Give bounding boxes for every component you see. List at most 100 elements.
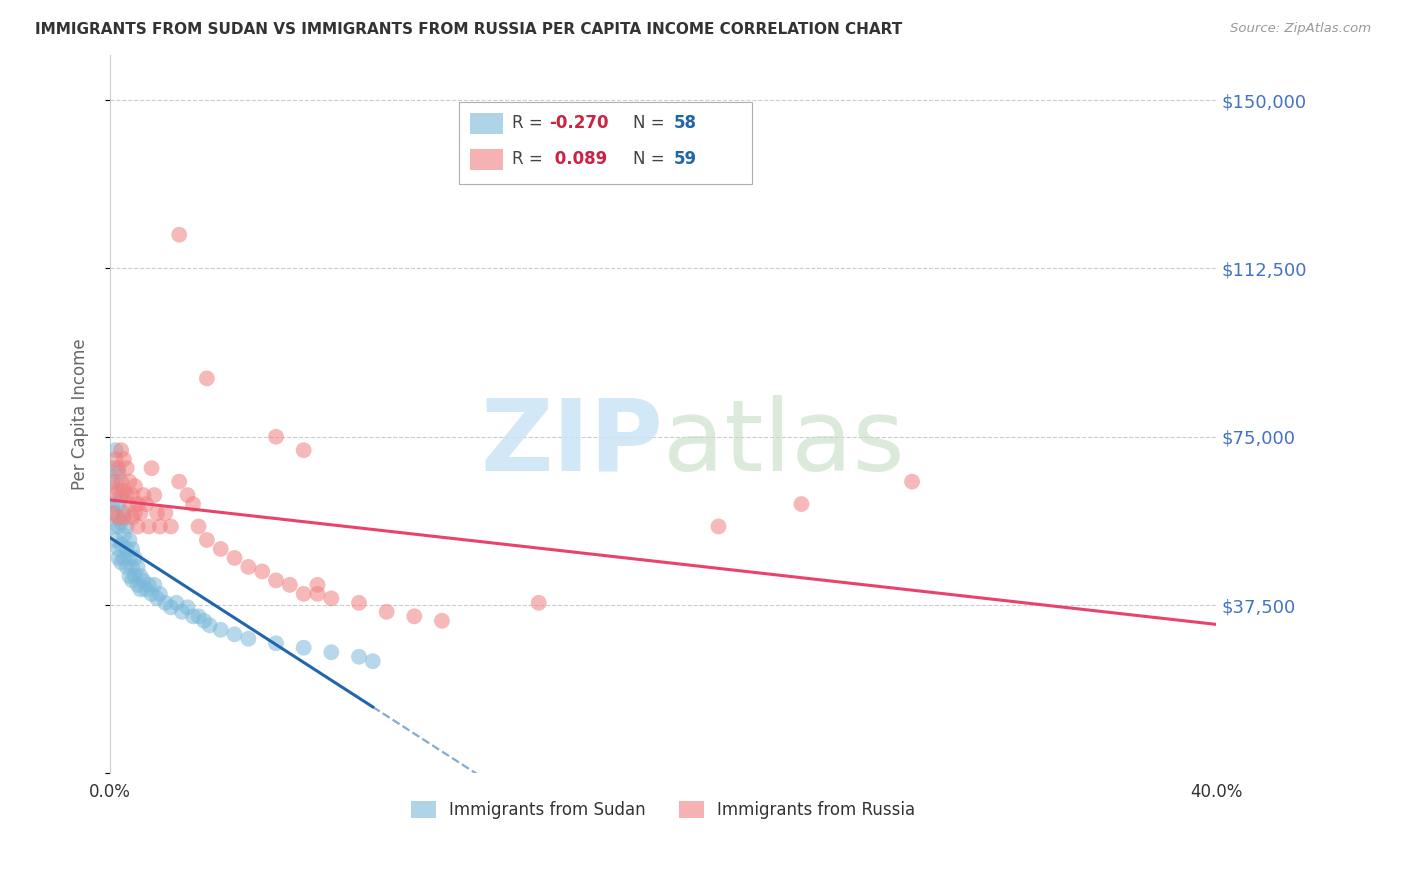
Point	[404, 609, 426, 624]
Point	[146, 591, 169, 606]
Point	[101, 497, 124, 511]
Point	[155, 506, 177, 520]
Point	[107, 466, 129, 480]
Point	[195, 533, 218, 547]
Point	[121, 488, 143, 502]
Point	[146, 506, 169, 520]
Point	[124, 569, 146, 583]
Text: R =: R =	[512, 114, 543, 132]
Text: 59: 59	[675, 150, 697, 169]
Point	[141, 461, 163, 475]
Point	[198, 618, 221, 632]
Point	[264, 430, 287, 444]
Point	[224, 627, 246, 641]
Point	[112, 528, 135, 542]
Point	[107, 461, 129, 475]
Text: IMMIGRANTS FROM SUDAN VS IMMIGRANTS FROM RUSSIA PER CAPITA INCOME CORRELATION CH: IMMIGRANTS FROM SUDAN VS IMMIGRANTS FROM…	[35, 22, 903, 37]
Point	[110, 443, 132, 458]
Point	[115, 519, 138, 533]
Point	[107, 519, 129, 533]
Point	[430, 614, 453, 628]
Point	[101, 461, 124, 475]
Point	[238, 632, 260, 646]
Point	[165, 596, 187, 610]
Point	[264, 574, 287, 588]
Point	[187, 519, 209, 533]
Point	[129, 506, 152, 520]
Point	[707, 519, 730, 533]
Point	[110, 515, 132, 529]
Point	[155, 596, 177, 610]
Text: ZIP: ZIP	[481, 394, 664, 491]
Point	[118, 569, 141, 583]
Point	[138, 578, 160, 592]
Point	[135, 497, 157, 511]
Point	[132, 488, 155, 502]
Text: -0.270: -0.270	[550, 114, 609, 132]
Point	[118, 497, 141, 511]
Point	[292, 443, 315, 458]
Point	[149, 587, 172, 601]
Point	[195, 371, 218, 385]
Point	[121, 510, 143, 524]
Point	[129, 582, 152, 597]
Point	[238, 560, 260, 574]
Text: atlas: atlas	[664, 394, 905, 491]
Text: R =: R =	[512, 150, 543, 169]
Text: N =: N =	[633, 150, 665, 169]
Point	[193, 614, 215, 628]
Point	[104, 506, 127, 520]
Point	[121, 574, 143, 588]
Point	[132, 574, 155, 588]
Point	[127, 578, 149, 592]
Point	[127, 497, 149, 511]
Point	[224, 550, 246, 565]
Point	[250, 565, 273, 579]
Point	[347, 596, 370, 610]
Point	[176, 600, 198, 615]
Point	[110, 488, 132, 502]
Point	[101, 506, 124, 520]
Point	[118, 533, 141, 547]
Point	[176, 488, 198, 502]
Point	[209, 541, 232, 556]
Point	[104, 443, 127, 458]
Point	[361, 654, 384, 668]
Point	[307, 578, 329, 592]
Point	[110, 475, 132, 489]
Point	[160, 600, 183, 615]
Point	[129, 569, 152, 583]
Point	[375, 605, 398, 619]
Point	[278, 578, 301, 592]
Point	[143, 488, 166, 502]
Point	[118, 475, 141, 489]
Point	[292, 640, 315, 655]
Point	[187, 609, 209, 624]
Point	[121, 541, 143, 556]
Point	[110, 556, 132, 570]
Point	[181, 609, 204, 624]
Point	[149, 519, 172, 533]
Point	[141, 587, 163, 601]
Text: 0.089: 0.089	[550, 150, 607, 169]
Point	[107, 497, 129, 511]
Point	[112, 506, 135, 520]
Point	[181, 497, 204, 511]
Point	[209, 623, 232, 637]
Point	[143, 578, 166, 592]
Point	[170, 605, 193, 619]
Text: 58: 58	[675, 114, 697, 132]
Point	[138, 519, 160, 533]
Point	[107, 550, 129, 565]
Point	[112, 452, 135, 467]
Point	[104, 488, 127, 502]
Text: Source: ZipAtlas.com: Source: ZipAtlas.com	[1230, 22, 1371, 36]
Point	[101, 519, 124, 533]
Point	[115, 461, 138, 475]
Point	[264, 636, 287, 650]
FancyBboxPatch shape	[470, 148, 503, 170]
Point	[790, 497, 813, 511]
Point	[110, 537, 132, 551]
Y-axis label: Per Capita Income: Per Capita Income	[72, 338, 89, 490]
Point	[124, 550, 146, 565]
